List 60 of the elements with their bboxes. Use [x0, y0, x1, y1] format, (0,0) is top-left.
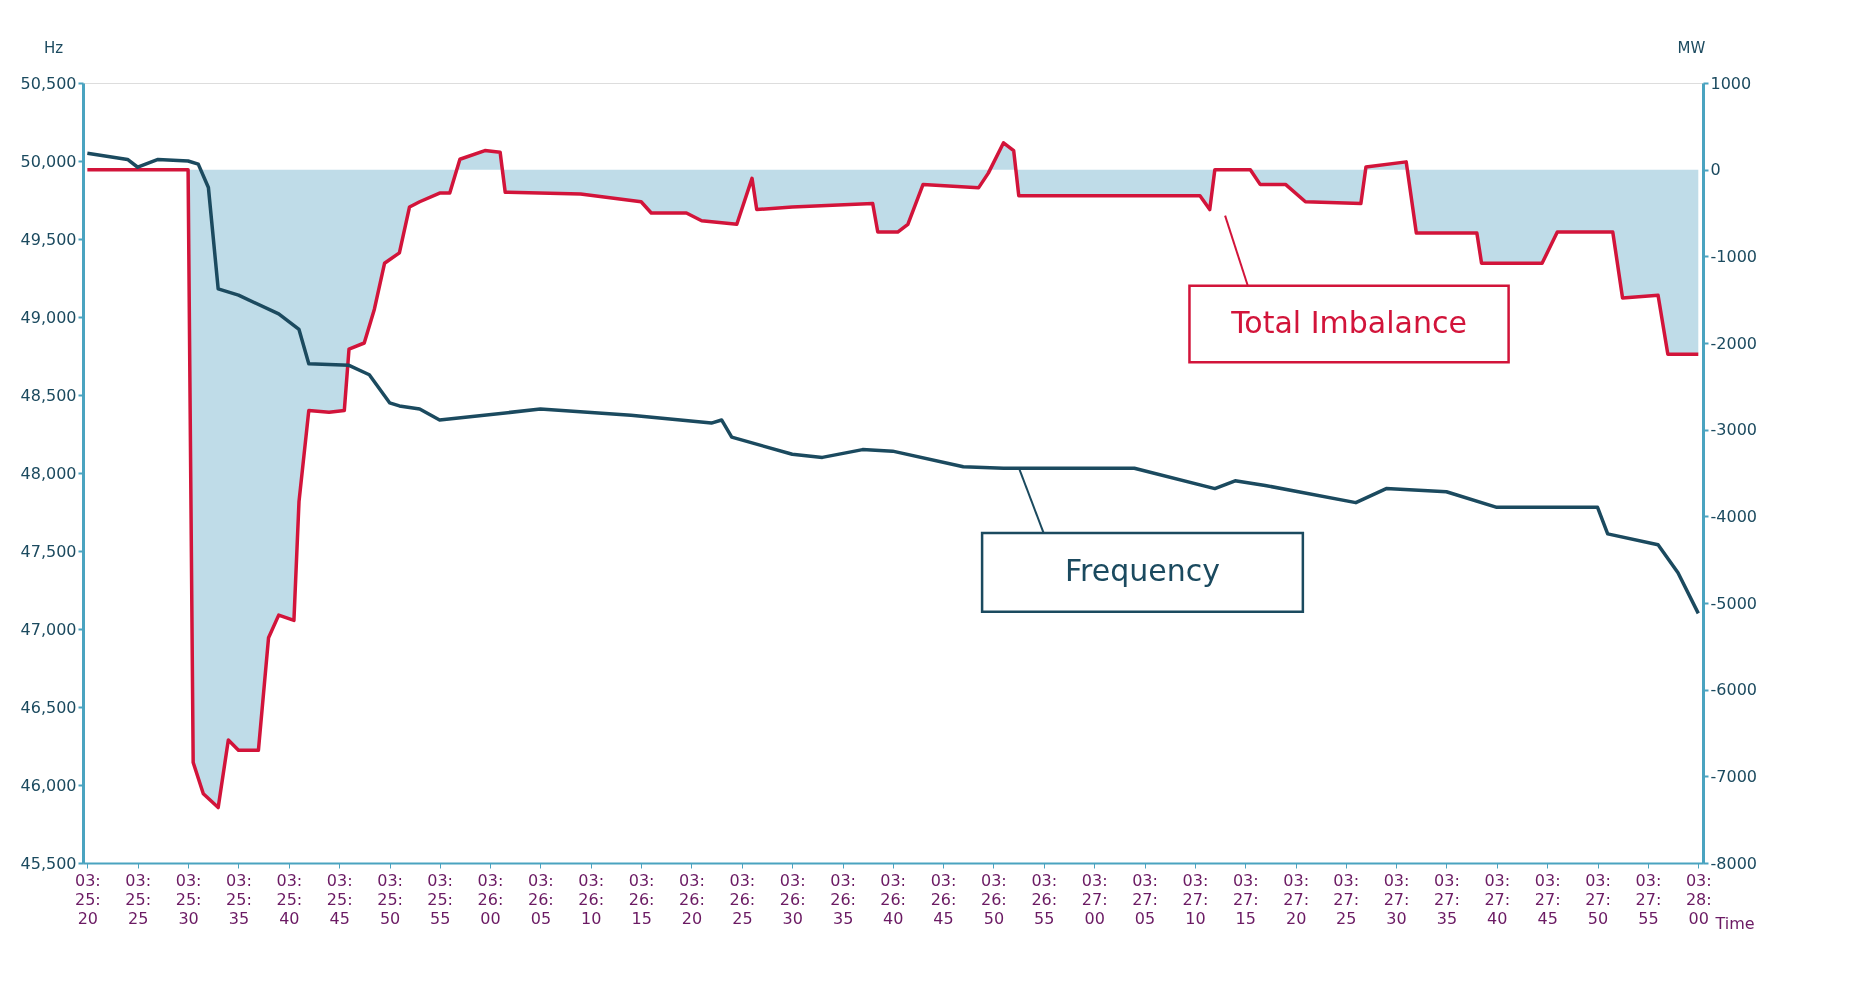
- x-tick-label: 03:26:20: [679, 870, 705, 928]
- x-tick-label: 03:27:20: [1283, 870, 1310, 928]
- text: Frequency: [1064, 553, 1220, 589]
- x-tick-label: 03:25:25: [125, 870, 152, 928]
- y-tick-label: 50,000: [20, 151, 77, 171]
- y2-tick-label: 0: [1710, 160, 1721, 180]
- y-axis-title: Hz: [43, 38, 64, 57]
- y2-tick-label: -8000: [1710, 853, 1757, 873]
- y-tick-label: 46,500: [20, 697, 77, 717]
- y-tick-label: 47,000: [20, 619, 77, 639]
- y-tick-label: 47,500: [20, 541, 77, 561]
- x-tick-label: 03:27:35: [1434, 870, 1460, 928]
- y2-axis-title: MW: [1677, 38, 1706, 57]
- x-tick-label: 03:25:30: [175, 870, 202, 928]
- y-tick-label: 48,500: [20, 385, 77, 405]
- y2-tick-label: -1000: [1710, 246, 1757, 266]
- x-tick-label: 03:27:40: [1484, 870, 1511, 928]
- y2-tick-label: -6000: [1710, 680, 1757, 700]
- x-tick-label: 03:25:20: [74, 870, 101, 928]
- x-tick-label: 03:27:05: [1132, 870, 1158, 928]
- x-tick-label: 03:26:05: [527, 870, 554, 928]
- y-tick-label: 49,500: [20, 229, 77, 249]
- x-tick-label: 03:27:30: [1383, 870, 1410, 928]
- x-tick-label: 03:27:15: [1232, 870, 1259, 928]
- y2-tick-label: -5000: [1710, 593, 1757, 613]
- y-tick-label: 46,000: [20, 775, 77, 795]
- x-tick-label: 03:26:25: [729, 870, 756, 928]
- x-tick-label: 03:25:45: [326, 870, 353, 928]
- x-tick-label: 03:26:40: [880, 870, 907, 928]
- x-tick-label: 03:27:55: [1635, 870, 1662, 928]
- y-tick-label: 50,500: [20, 73, 77, 93]
- y2-tick-label: -3000: [1710, 420, 1757, 440]
- x-tick-label: 03:26:15: [628, 870, 655, 928]
- x-tick-label: 03:25:55: [427, 870, 453, 928]
- y-tick-label: 48,000: [20, 463, 77, 483]
- x-tick-label: 03:26:00: [477, 870, 504, 928]
- x-tick-label: 03:26:10: [578, 870, 605, 928]
- series-label: Total Imbalance: [1230, 305, 1467, 341]
- x-tick-label: 03:26:50: [981, 870, 1007, 928]
- x-tick-label: 03:27:50: [1585, 870, 1611, 928]
- x-tick-label: 03:25:40: [276, 870, 303, 928]
- x-tick-label: 03:27:00: [1081, 870, 1108, 928]
- x-tick-label: 03:28:00: [1685, 870, 1712, 928]
- x-tick-label: 03:27:10: [1182, 870, 1209, 928]
- x-tick-label: 03:26:30: [779, 870, 806, 928]
- x-tick-label: 03:26:55: [1031, 870, 1058, 928]
- x-tick-label: 03:27:45: [1534, 870, 1561, 928]
- x-tick-label: 03:26:35: [830, 870, 856, 928]
- y2-tick-label: -4000: [1710, 506, 1757, 526]
- x-axis-title: Time: [1714, 913, 1755, 933]
- line-series: [85, 151, 1701, 616]
- x-tick-label: 03:27:25: [1333, 870, 1360, 928]
- y2-tick-label: 1000: [1710, 73, 1752, 93]
- y-tick-label: 45,500: [20, 853, 77, 873]
- x-tick-label: 03:25:35: [226, 870, 252, 928]
- x-tick-label: 03:25:50: [377, 870, 403, 928]
- y-tick-label: 49,000: [20, 307, 77, 327]
- y2-tick-label: -7000: [1710, 766, 1757, 786]
- x-tick-label: 03:26:45: [930, 870, 957, 928]
- y2-tick-label: -2000: [1710, 333, 1757, 353]
